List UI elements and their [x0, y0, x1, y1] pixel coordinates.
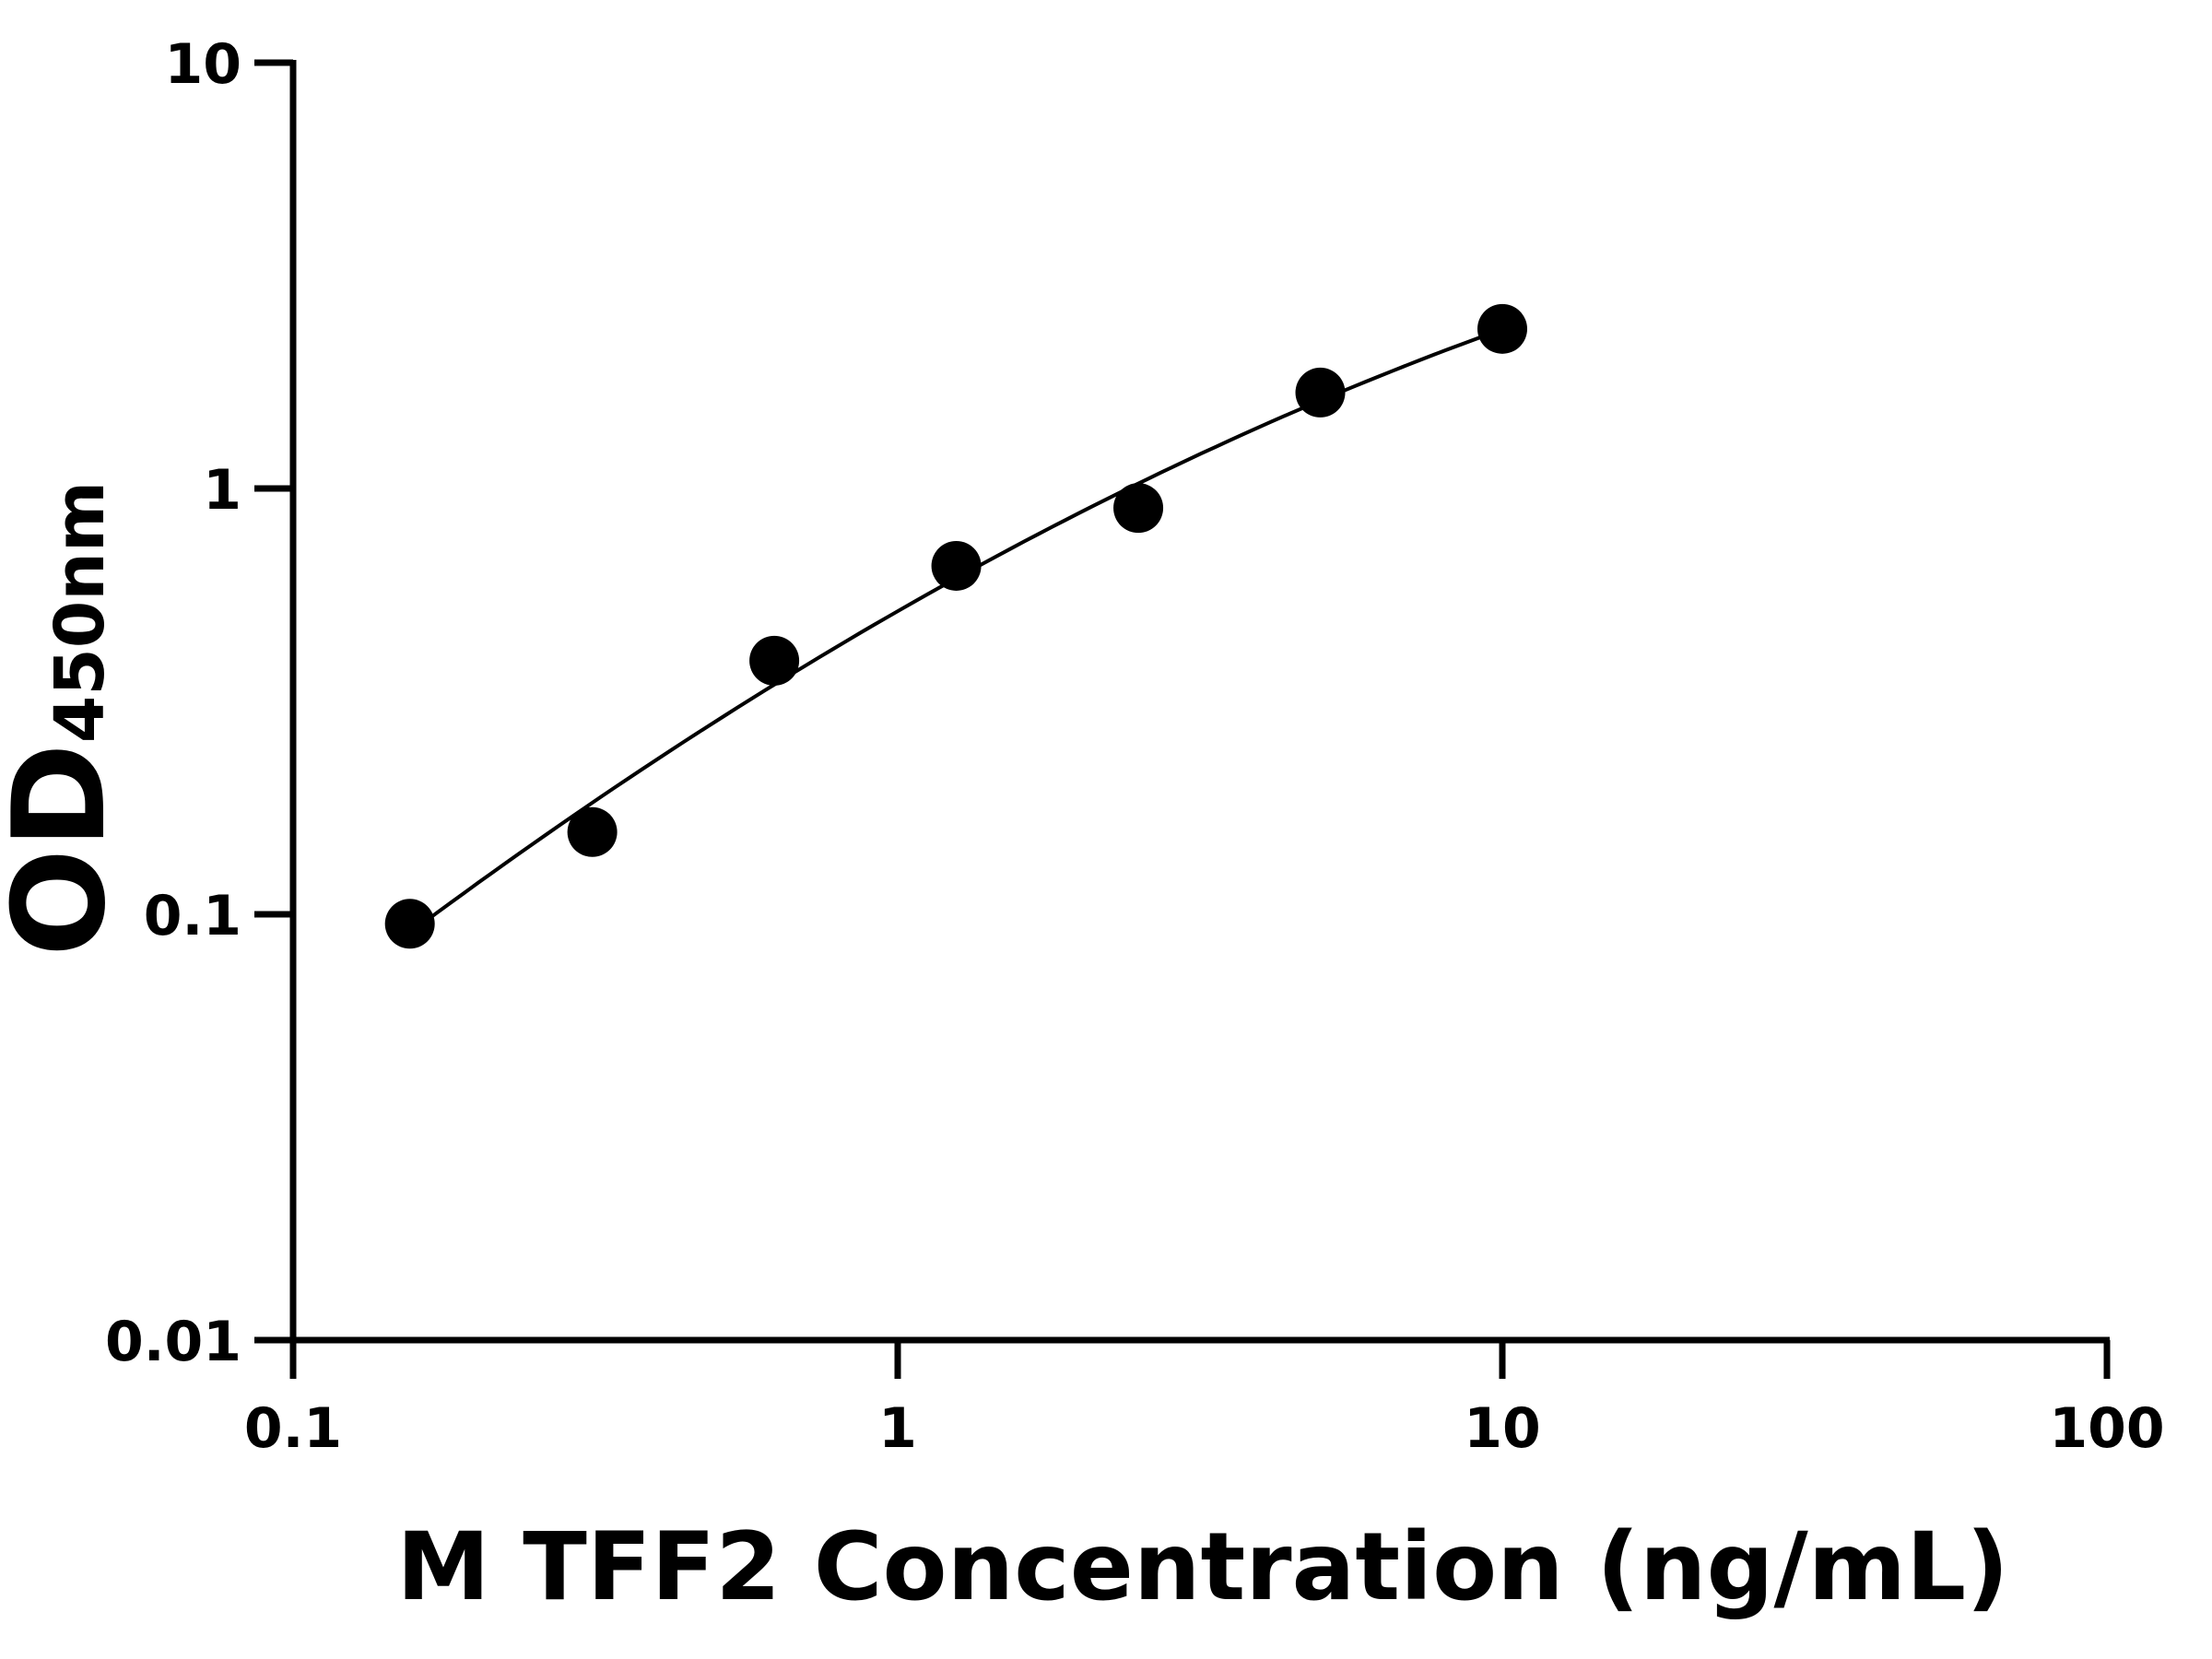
- x-tick-label: 0.1: [244, 1396, 342, 1461]
- data-point: [1477, 303, 1527, 354]
- x-tick-label: 1: [878, 1396, 917, 1461]
- data-points: [384, 303, 1527, 949]
- x-axis-title: M TFF2 Concentration (ng/mL): [396, 1512, 2008, 1622]
- data-point: [1113, 483, 1164, 534]
- data-point: [384, 899, 435, 949]
- y-tick-label: 1: [203, 458, 241, 523]
- y-tick-label: 0.01: [105, 1310, 241, 1374]
- data-point: [931, 540, 982, 591]
- y-axis-title-sub: 450nm: [41, 481, 120, 743]
- y-tick-label: 0.1: [144, 884, 241, 948]
- data-point: [1295, 367, 1346, 418]
- y-axis-title-main: OD: [0, 743, 134, 957]
- data-point: [567, 806, 618, 857]
- y-tick-label: 10: [165, 32, 242, 97]
- axes: [254, 59, 2111, 1379]
- x-tick-label: 100: [2049, 1396, 2164, 1461]
- data-point: [749, 635, 800, 686]
- y-axis-title: OD450nm: [0, 481, 134, 957]
- x-tick-label: 10: [1464, 1396, 1541, 1461]
